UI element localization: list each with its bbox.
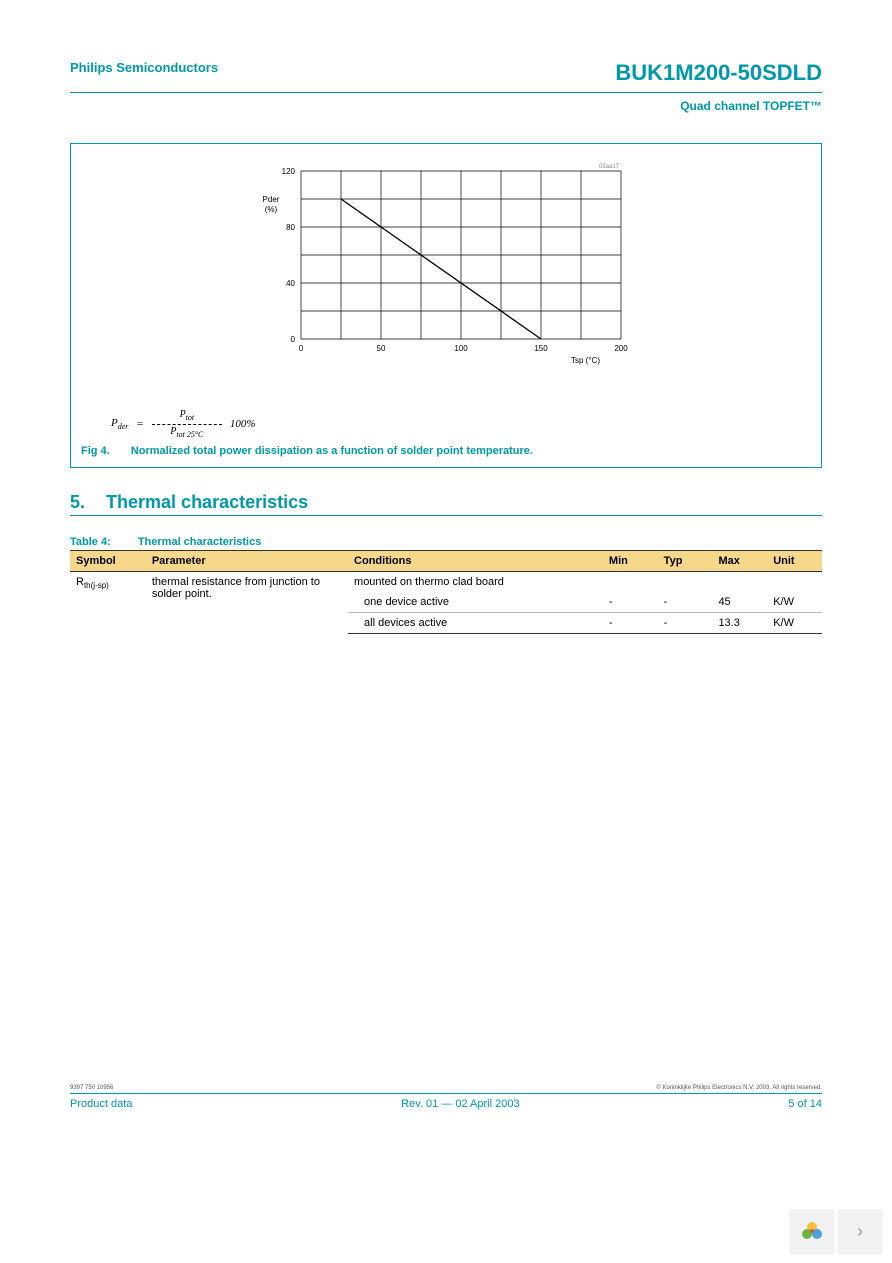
svg-text:200: 200 — [614, 344, 628, 353]
footer-right: 5 of 14 — [788, 1098, 822, 1110]
chevron-right-icon: › — [857, 1221, 863, 1242]
svg-text:03aa17: 03aa17 — [599, 164, 620, 170]
formula-lhs: Pder — [111, 417, 128, 431]
formula-rhs: 100% — [230, 418, 256, 430]
svg-text:(%): (%) — [265, 205, 278, 214]
table-number: Table 4: — [70, 536, 111, 548]
frac-den: Ptot 25°C — [170, 426, 203, 440]
cell-unit: K/W — [767, 592, 822, 613]
cell-parameter: thermal resistance from junction to sold… — [146, 572, 348, 634]
col-parameter: Parameter — [146, 551, 348, 572]
chart-svg: 0 50 100 150 200 0 40 80 120 Pder(%) Tsp (°C) 03aa1… — [246, 156, 646, 386]
copyright: © Koninklijke Philips Electronics N.V. 2… — [656, 1085, 822, 1091]
table-title-text: Thermal characteristics — [138, 536, 262, 548]
table-header-row: Symbol Parameter Conditions Min Typ Max … — [70, 551, 822, 572]
cell-cond: all devices active — [348, 613, 603, 634]
svg-text:50: 50 — [377, 344, 386, 353]
figure-box: 05010015020004080120Pder(%)Tsp (°C)03aa1… — [70, 143, 822, 468]
cell-min: - — [603, 592, 658, 613]
svg-text:150: 150 — [534, 344, 548, 353]
cell-cond: one device active — [348, 592, 603, 613]
svg-text:0: 0 — [291, 335, 296, 344]
figure-caption-text: Normalized total power dissipation as a … — [131, 445, 533, 457]
svg-text:100: 100 — [454, 344, 468, 353]
svg-text:0: 0 — [299, 344, 304, 353]
svg-text:80: 80 — [286, 223, 295, 232]
svg-text:Tsp (°C): Tsp (°C) — [571, 356, 600, 365]
cell-cond-top: mounted on thermo clad board — [348, 572, 603, 593]
footer-row: Product data Rev. 01 — 02 April 2003 5 o… — [70, 1098, 822, 1110]
frac-num: Ptot — [180, 409, 195, 423]
cell-max: 13.3 — [712, 613, 767, 634]
table-row: Rth(j-sp) thermal resistance from juncti… — [70, 572, 822, 593]
cell-symbol: Rth(j-sp) — [70, 572, 146, 634]
section-heading: 5. Thermal characteristics — [70, 492, 822, 516]
svg-text:120: 120 — [282, 167, 296, 176]
footer-left: Product data — [70, 1098, 132, 1110]
col-typ: Typ — [658, 551, 713, 572]
cell-typ: - — [658, 613, 713, 634]
formula: Pder = Ptot Ptot 25°C 100% — [111, 409, 811, 439]
figure-caption: Fig 4. Normalized total power dissipatio… — [81, 445, 811, 457]
footer-rule — [70, 1093, 822, 1094]
figure-number: Fig 4. — [81, 445, 110, 457]
datasheet-page: Philips Semiconductors BUK1M200-50SDLD Q… — [0, 0, 892, 1160]
page-footer: 9397 750 10956 © Koninklijke Philips Ele… — [70, 1085, 822, 1110]
corner-nav: › — [790, 1209, 882, 1253]
formula-eq: = — [136, 418, 143, 430]
svg-text:Pder: Pder — [263, 195, 280, 204]
col-symbol: Symbol — [70, 551, 146, 572]
flower-icon — [799, 1218, 825, 1244]
col-min: Min — [603, 551, 658, 572]
col-conditions: Conditions — [348, 551, 603, 572]
col-max: Max — [712, 551, 767, 572]
cell-typ: - — [658, 592, 713, 613]
line-chart: 0 50 100 150 200 0 40 80 120 Pder(%) Tsp (°C) 03aa1… — [246, 156, 646, 391]
next-page-button[interactable]: › — [838, 1209, 882, 1253]
cell-min: - — [603, 613, 658, 634]
header-rule — [70, 92, 822, 93]
cell-unit: K/W — [767, 613, 822, 634]
svg-text:40: 40 — [286, 279, 295, 288]
thermal-table: Symbol Parameter Conditions Min Typ Max … — [70, 550, 822, 634]
doc-id: 9397 750 10956 — [70, 1085, 113, 1091]
cell-max: 45 — [712, 592, 767, 613]
logo-button[interactable] — [790, 1209, 834, 1253]
frac-line — [152, 424, 222, 425]
header-right: BUK1M200-50SDLD — [615, 60, 822, 86]
footer-center: Rev. 01 — 02 April 2003 — [401, 1098, 519, 1110]
part-number: BUK1M200-50SDLD — [615, 60, 822, 86]
product-subtitle: Quad channel TOPFET™ — [70, 99, 822, 113]
section-title-text: Thermal characteristics — [106, 492, 308, 512]
table-title: Table 4: Thermal characteristics — [70, 536, 822, 548]
company-name: Philips Semiconductors — [70, 60, 218, 75]
footer-tiny: 9397 750 10956 © Koninklijke Philips Ele… — [70, 1085, 822, 1091]
page-header: Philips Semiconductors BUK1M200-50SDLD — [70, 60, 822, 86]
col-unit: Unit — [767, 551, 822, 572]
section-number: 5. — [70, 492, 85, 512]
formula-fraction: Ptot Ptot 25°C — [152, 409, 222, 439]
chart-container: 0 50 100 150 200 0 40 80 120 Pder(%) Tsp (°C) 03aa1… — [81, 156, 811, 391]
